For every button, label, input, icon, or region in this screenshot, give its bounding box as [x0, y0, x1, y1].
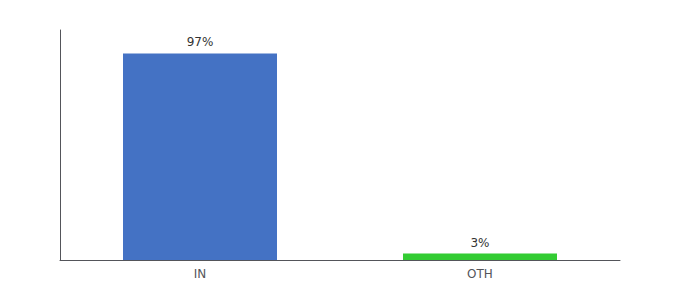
- svg-text:97%: 97%: [187, 35, 214, 49]
- svg-text:OTH: OTH: [467, 267, 493, 281]
- svg-text:IN: IN: [194, 267, 207, 281]
- svg-text:3%: 3%: [470, 236, 489, 250]
